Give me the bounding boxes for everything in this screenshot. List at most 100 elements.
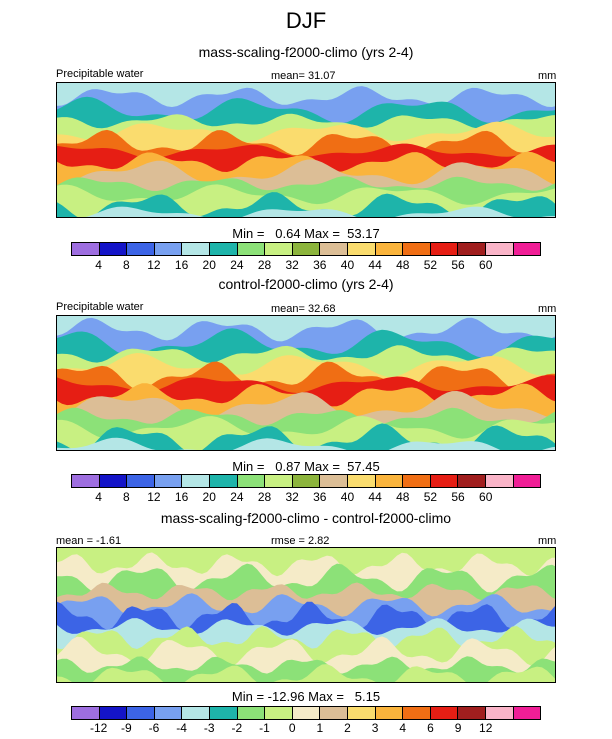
panel-1-variable-label: Precipitable water bbox=[56, 68, 144, 80]
colorbar-swatch bbox=[209, 707, 238, 719]
panel-1-colorbar-labels: 4 8 12 16 20 24 28 32 36 40 44 48 52 56 60 bbox=[71, 258, 541, 274]
colorbar-swatch bbox=[485, 243, 514, 255]
colorbar-swatch bbox=[375, 243, 404, 255]
colorbar-swatch bbox=[99, 707, 128, 719]
colorbar-swatch bbox=[72, 707, 100, 719]
colorbar-tick-label: 2 bbox=[344, 721, 351, 735]
colorbar-tick-label: 56 bbox=[451, 490, 465, 504]
colorbar-swatch bbox=[320, 707, 348, 719]
contour-band bbox=[57, 416, 555, 450]
panel-1-min-max: Min = 0.64 Max = 53.17 bbox=[232, 226, 380, 241]
panel-3-mean-label: mean = -1.61 bbox=[56, 535, 122, 547]
colorbar-swatch bbox=[292, 707, 321, 719]
colorbar-tick-label: 36 bbox=[313, 258, 327, 272]
colorbar-tick-label: -1 bbox=[259, 721, 270, 735]
colorbar-swatch bbox=[458, 707, 486, 719]
panel-2-colorbar bbox=[71, 474, 541, 488]
colorbar-swatch bbox=[430, 707, 459, 719]
colorbar-tick-label: 40 bbox=[340, 258, 355, 272]
contour-band bbox=[57, 664, 555, 682]
panel-1-mean-label: mean= 31.07 bbox=[271, 70, 336, 82]
colorbar-swatch bbox=[430, 243, 459, 255]
colorbar-swatch bbox=[513, 243, 541, 255]
panel-2-units-label: mm bbox=[538, 303, 557, 315]
colorbar-swatch bbox=[72, 243, 100, 255]
colorbar-swatch bbox=[403, 243, 431, 255]
colorbar-tick-label: 40 bbox=[340, 490, 355, 504]
panel-2-min-max: Min = 0.87 Max = 57.45 bbox=[232, 459, 380, 474]
colorbar-swatch bbox=[182, 243, 210, 255]
colorbar-tick-label: 56 bbox=[451, 258, 465, 272]
panel-3-units-label: mm bbox=[538, 535, 557, 547]
colorbar-swatch bbox=[430, 475, 459, 487]
colorbar-swatch bbox=[154, 243, 183, 255]
contour-band bbox=[57, 206, 555, 217]
colorbar-tick-label: 48 bbox=[396, 258, 410, 272]
colorbar-swatch bbox=[127, 707, 155, 719]
panel-3-colorbar-labels: -12 -9 -6 -4 -3 -2 -1 0 1 2 3 4 6 9 12 bbox=[71, 721, 541, 737]
colorbar-tick-label: 0 bbox=[288, 721, 296, 735]
colorbar-swatch bbox=[458, 475, 486, 487]
colorbar-tick-label: 24 bbox=[230, 490, 244, 504]
colorbar-tick-label: 3 bbox=[371, 721, 379, 735]
panel-3-rmse-label: rmse = 2.82 bbox=[271, 535, 330, 547]
colorbar-swatch bbox=[209, 243, 238, 255]
colorbar-swatch bbox=[182, 707, 210, 719]
colorbar-tick-label: 12 bbox=[479, 721, 493, 735]
colorbar-swatch bbox=[375, 475, 404, 487]
colorbar-swatch bbox=[375, 707, 404, 719]
panel-2-colorbar-labels: 4 8 12 16 20 24 28 32 36 40 44 48 52 56 60 bbox=[71, 490, 541, 506]
colorbar-swatch bbox=[265, 707, 293, 719]
colorbar-tick-label: 6 bbox=[427, 721, 434, 735]
colorbar-tick-label: -2 bbox=[231, 721, 243, 735]
colorbar-swatch bbox=[237, 707, 266, 719]
colorbar-tick-label: 28 bbox=[257, 490, 272, 504]
contour-field bbox=[57, 316, 555, 450]
colorbar-swatch bbox=[485, 707, 514, 719]
colorbar-tick-label: 44 bbox=[368, 490, 382, 504]
colorbar-tick-label: 8 bbox=[122, 258, 130, 272]
colorbar-swatch bbox=[485, 475, 514, 487]
contour-field bbox=[57, 83, 555, 217]
colorbar-swatch bbox=[127, 243, 155, 255]
panel-2-map bbox=[56, 315, 556, 451]
colorbar-swatch bbox=[513, 475, 541, 487]
colorbar-swatch bbox=[127, 475, 155, 487]
colorbar-swatch bbox=[99, 243, 128, 255]
colorbar-swatch bbox=[347, 243, 376, 255]
colorbar-swatch bbox=[154, 475, 183, 487]
colorbar-swatch bbox=[209, 475, 238, 487]
colorbar-swatch bbox=[403, 707, 431, 719]
colorbar-swatch bbox=[403, 475, 431, 487]
colorbar-swatch bbox=[292, 475, 321, 487]
colorbar-tick-label: 4 bbox=[95, 258, 102, 272]
colorbar-tick-label: 4 bbox=[399, 721, 407, 735]
colorbar-tick-label: 60 bbox=[479, 258, 493, 272]
colorbar-swatch bbox=[237, 243, 266, 255]
panel-1-units-label: mm bbox=[538, 70, 557, 82]
colorbar-tick-label: 12 bbox=[147, 258, 161, 272]
colorbar-swatch bbox=[458, 243, 486, 255]
colorbar-tick-label: 20 bbox=[202, 490, 216, 504]
colorbar-swatch bbox=[347, 475, 376, 487]
colorbar-tick-label: 32 bbox=[285, 258, 299, 272]
panel-1-map bbox=[56, 82, 556, 218]
colorbar-swatch bbox=[513, 707, 541, 719]
colorbar-tick-label: 12 bbox=[147, 490, 161, 504]
colorbar-tick-label: 16 bbox=[174, 490, 189, 504]
colorbar-tick-label: 1 bbox=[316, 721, 324, 735]
panel-1-colorbar bbox=[71, 242, 541, 256]
colorbar-tick-label: 16 bbox=[174, 258, 189, 272]
colorbar-swatch bbox=[99, 475, 128, 487]
colorbar-tick-label: 44 bbox=[368, 258, 382, 272]
colorbar-swatch bbox=[237, 475, 266, 487]
colorbar-tick-label: -6 bbox=[148, 721, 160, 735]
colorbar-swatch bbox=[182, 475, 210, 487]
colorbar-tick-label: -12 bbox=[89, 721, 108, 735]
colorbar-swatch bbox=[154, 707, 183, 719]
colorbar-tick-label: 32 bbox=[285, 490, 299, 504]
colorbar-tick-label: 24 bbox=[230, 258, 244, 272]
colorbar-swatch bbox=[320, 475, 348, 487]
colorbar-swatch bbox=[320, 243, 348, 255]
colorbar-tick-label: -4 bbox=[176, 721, 187, 735]
